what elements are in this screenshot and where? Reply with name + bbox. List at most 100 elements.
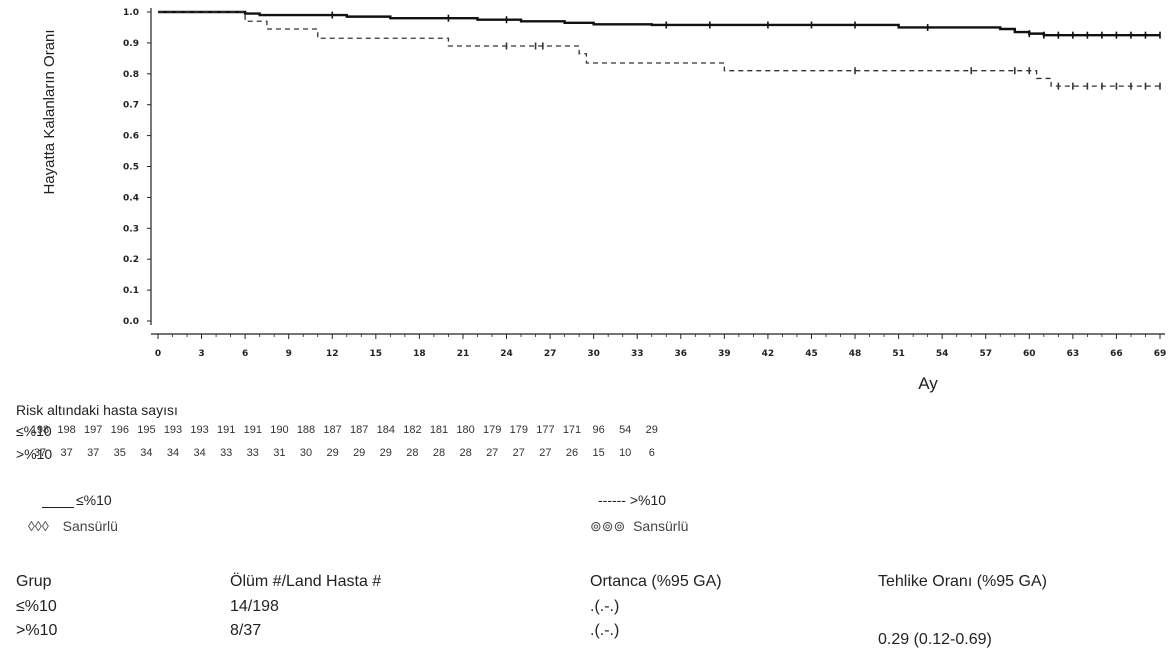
x-tick-label: 24	[500, 349, 513, 359]
axes	[150, 8, 1165, 335]
x-ticks: 0 3 6 9 12 15 18 21 24 27 30 33 36 39 42 45 48 51 54 57 60 63…	[155, 334, 1166, 359]
summary-header-hazard: Tehlike Oranı (%95 GA)	[878, 573, 1047, 590]
x-tick-label: 33	[631, 349, 644, 359]
summary-header-group: Grup	[16, 573, 52, 590]
risk-count-cell: 54	[619, 424, 632, 436]
y-tick-label: 0.8	[123, 70, 139, 80]
risk-count-cell: 31	[273, 447, 286, 459]
risk-count-cell: 37	[60, 447, 73, 459]
y-ticks: 0.0 0.1 0.2 0.3 0.4 0.5 0.6 0.7 0.8 0.9 1.0	[123, 8, 151, 327]
legend-group1-censor: ◊◊◊ Sansürlü	[28, 518, 118, 534]
x-tick-label: 27	[544, 349, 557, 359]
legend-group2-censor-label: Sansürlü	[633, 518, 689, 534]
risk-count-cell: 34	[140, 447, 153, 459]
risk-table-title: Risk altındaki hasta sayısı	[16, 402, 178, 418]
risk-count-cell: 179	[509, 424, 528, 436]
risk-row-label: ≤%10	[16, 423, 52, 439]
summary-row1-deaths: 14/198	[230, 598, 279, 615]
risk-count-cell: 198	[57, 424, 76, 436]
risk-count-cell: 27	[512, 447, 525, 459]
risk-count-cell: 198	[30, 424, 50, 436]
x-tick-label: 39	[718, 349, 731, 359]
risk-row-group2: >%10 37 37 37 35 34 34 34 33 33 31 30 29 29 29 28 28 28 2…	[0, 446, 1170, 464]
legend-group2-censor: ⊚⊚⊚ Sansürlü	[590, 518, 688, 535]
x-tick-label: 36	[675, 349, 688, 359]
diamond-censor-icon: ◊◊◊	[28, 518, 49, 534]
summary-hazard-ratio: 0.29 (0.12-0.69)	[878, 631, 992, 648]
summary-row2-median: .(.-.)	[590, 622, 620, 639]
x-tick-label: 9	[286, 349, 292, 359]
x-tick-label: 0	[155, 349, 161, 359]
legend-group2: ------ >%10	[598, 492, 666, 508]
risk-count-cell: 177	[536, 424, 555, 436]
risk-count-cell: 27	[539, 447, 552, 459]
summary-row1-group: ≤%10	[16, 598, 57, 615]
x-tick-label: 18	[413, 349, 426, 359]
x-tick-label: 21	[457, 349, 470, 359]
x-tick-label: 63	[1067, 349, 1080, 359]
legend-group1-label: ≤%10	[76, 492, 112, 508]
x-tick-label: 48	[849, 349, 862, 359]
risk-count-cell: 181	[429, 424, 449, 436]
x-tick-label: 57	[979, 349, 992, 359]
risk-count-cell: 37	[87, 447, 100, 459]
risk-count-cell: 34	[193, 447, 206, 459]
risk-count-cell: 29	[645, 424, 658, 436]
x-tick-label: 69	[1154, 349, 1167, 359]
risk-count-cell: 179	[483, 424, 502, 436]
y-tick-label: 0.3	[123, 224, 139, 234]
circle-censor-icon: ⊚⊚⊚	[590, 518, 626, 534]
summary-row2-group: >%10	[16, 622, 58, 639]
risk-count-cell: 193	[190, 424, 209, 436]
survival-curves	[158, 10, 1160, 87]
y-tick-label: 0.6	[123, 132, 139, 142]
risk-count-cell: 197	[84, 424, 103, 436]
x-axis-label: Ay	[918, 374, 938, 393]
y-tick-label: 0.5	[123, 163, 139, 173]
risk-count-cell: 28	[432, 447, 446, 459]
legend-group1-censor-label: Sansürlü	[62, 518, 118, 534]
risk-count-cell: 27	[486, 447, 499, 459]
x-tick-label: 42	[762, 349, 775, 359]
risk-count-cell: 29	[379, 447, 392, 459]
legend-group2-label: ------ >%10	[598, 492, 667, 508]
summary-row2-deaths: 8/37	[230, 622, 262, 639]
y-tick-label: 1.0	[123, 8, 139, 18]
risk-count-cell: 30	[299, 447, 313, 459]
km-chart: Hayatta Kalanların Oranı Ay 0.0 0.1 0.2 0.3…	[41, 8, 1166, 393]
x-tick-label: 54	[936, 349, 949, 359]
risk-count-cell: 37	[33, 447, 47, 459]
risk-count-cell: 188	[296, 424, 316, 436]
x-tick-label: 12	[326, 349, 339, 359]
solid-line-swatch	[42, 497, 74, 508]
risk-count-cell: 187	[350, 424, 369, 436]
x-tick-label: 45	[805, 349, 818, 359]
risk-count-cell: 182	[403, 424, 422, 436]
x-tick-label: 51	[892, 349, 905, 359]
y-tick-label: 0.4	[123, 193, 139, 203]
risk-count-cell: 187	[323, 424, 342, 436]
risk-count-cell: 29	[353, 447, 366, 459]
risk-row-group1: ≤%10 198 198 197 196 195 193 193 191 191 190 188 18…	[0, 423, 1170, 441]
risk-count-cell: 33	[220, 447, 233, 459]
risk-count-cell: 10	[619, 447, 632, 459]
risk-count-cell: 34	[166, 447, 180, 459]
x-tick-label: 6	[242, 349, 248, 359]
y-tick-label: 0.1	[123, 286, 139, 296]
y-axis-label: Hayatta Kalanların Oranı	[41, 29, 58, 194]
risk-count-cell: 96	[592, 424, 605, 436]
risk-count-cell: 28	[459, 447, 472, 459]
risk-count-cell: 190	[270, 424, 289, 436]
censor-marks	[331, 11, 1161, 90]
x-tick-label: 15	[370, 349, 383, 359]
y-tick-label: 0.0	[123, 317, 139, 327]
summary-row1-median: .(.-.)	[590, 598, 620, 615]
risk-count-cell: 29	[326, 447, 339, 459]
risk-count-cell: 35	[113, 447, 126, 459]
risk-count-cell: 184	[376, 424, 395, 436]
risk-row-label: >%10	[16, 446, 53, 462]
risk-count-cell: 33	[246, 447, 259, 459]
risk-count-cell: 193	[163, 424, 183, 436]
series-line-group2	[158, 11, 1160, 87]
summary-header-deaths: Ölüm #/Land Hasta #	[230, 573, 382, 590]
